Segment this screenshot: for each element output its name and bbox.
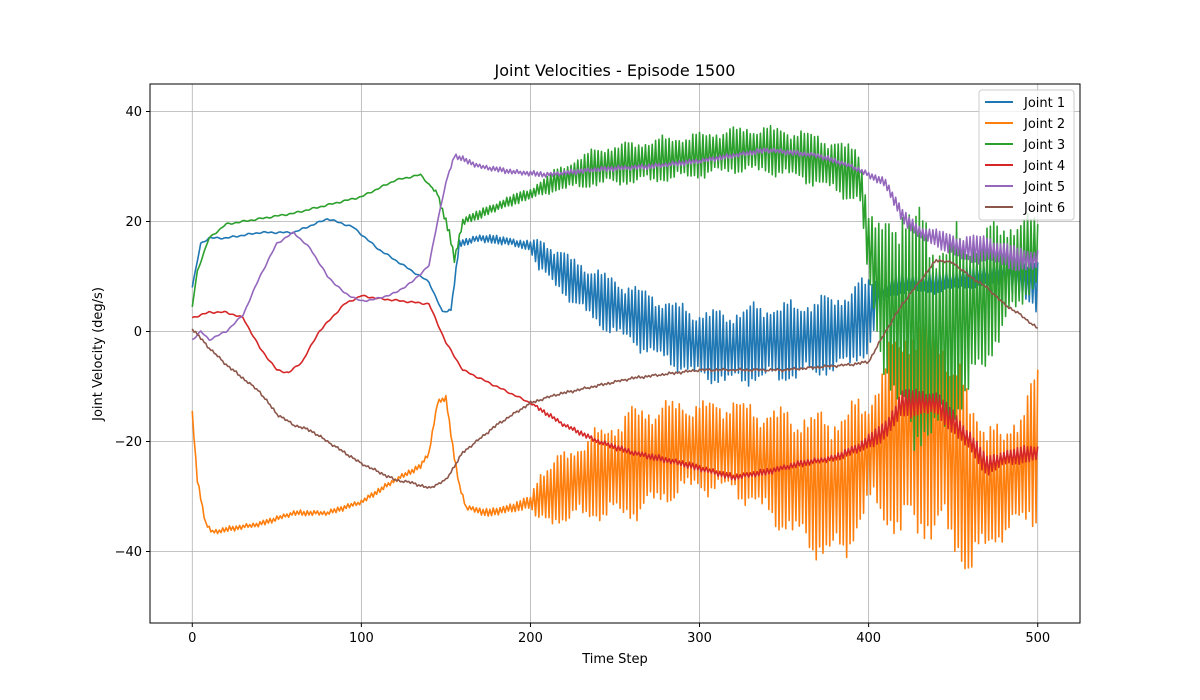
series-line-joint-4: [191, 294, 1039, 481]
chart-title: Joint Velocities - Episode 1500: [494, 61, 736, 80]
y-tick-label: 0: [134, 325, 142, 340]
y-tick-label: −20: [115, 435, 142, 450]
legend-label-joint-6: Joint 6: [1023, 201, 1065, 216]
series-line-joint-2: [191, 312, 1039, 570]
x-tick-label: 400: [856, 631, 881, 646]
grid: [150, 84, 1080, 623]
legend-label-joint-4: Joint 4: [1023, 159, 1065, 174]
legend-label-joint-2: Joint 2: [1023, 117, 1065, 132]
y-tick-label: 20: [125, 215, 142, 230]
legend-label-joint-5: Joint 5: [1023, 180, 1065, 195]
y-axis-label: Joint Velocity (deg/s): [91, 287, 106, 422]
y-tick-label: −40: [115, 545, 142, 560]
series-lines: [191, 124, 1039, 570]
series-line-joint-3: [191, 124, 1039, 452]
y-tick-label: 40: [125, 105, 142, 120]
x-tick-label: 500: [1025, 631, 1050, 646]
legend-label-joint-3: Joint 3: [1023, 138, 1065, 153]
series-line-joint-5: [191, 147, 1039, 341]
x-tick-label: 0: [188, 631, 196, 646]
x-tick-label: 200: [518, 631, 543, 646]
plot-area-frame: [149, 83, 1081, 624]
x-tick-label: 300: [687, 631, 712, 646]
x-axis-label: Time Step: [581, 652, 648, 667]
x-tick-label: 100: [349, 631, 374, 646]
legend: Joint 1 Joint 2 Joint 3 Joint 4 Joint 5 Joint…: [978, 89, 1075, 221]
series-line-joint-6: [191, 258, 1038, 489]
legend-label-joint-1: Joint 1: [1023, 96, 1065, 111]
axis-ticks: 0 100 200 300 400 500 −40 −20 0 20 40: [115, 105, 1051, 646]
